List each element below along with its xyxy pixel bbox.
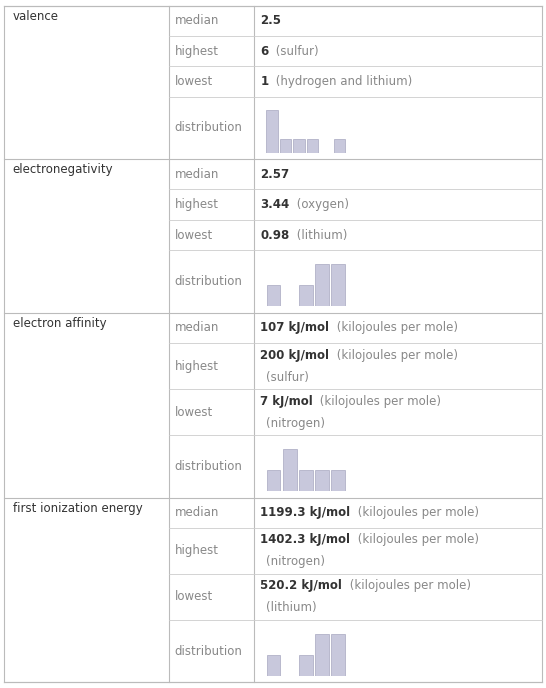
Text: (lithium): (lithium) — [293, 228, 347, 241]
Text: 107 kJ/mol: 107 kJ/mol — [260, 321, 329, 334]
Text: highest: highest — [175, 544, 219, 557]
Bar — [315, 634, 329, 676]
Text: 1: 1 — [260, 75, 269, 88]
Text: lowest: lowest — [175, 228, 213, 241]
Text: lowest: lowest — [175, 590, 213, 603]
Text: (kilojoules per mole): (kilojoules per mole) — [346, 579, 471, 592]
Text: (oxygen): (oxygen) — [293, 198, 349, 211]
Bar — [299, 655, 312, 676]
Text: 520.2 kJ/mol: 520.2 kJ/mol — [260, 579, 342, 592]
Text: distribution: distribution — [175, 645, 242, 658]
Text: median: median — [175, 168, 219, 181]
Text: (kilojoules per mole): (kilojoules per mole) — [354, 533, 479, 546]
Text: 2.5: 2.5 — [260, 14, 281, 28]
Text: (nitrogen): (nitrogen) — [266, 417, 325, 429]
Text: distribution: distribution — [175, 275, 242, 288]
Bar — [331, 634, 345, 676]
Bar — [299, 286, 312, 306]
Text: (hydrogen and lithium): (hydrogen and lithium) — [272, 75, 412, 88]
Text: (kilojoules per mole): (kilojoules per mole) — [317, 394, 442, 407]
Bar — [299, 470, 312, 491]
Text: median: median — [175, 14, 219, 28]
Text: (sulfur): (sulfur) — [266, 371, 309, 384]
Text: lowest: lowest — [175, 75, 213, 88]
Bar — [293, 139, 305, 153]
Text: highest: highest — [175, 198, 219, 211]
Bar — [315, 470, 329, 491]
Bar — [267, 286, 281, 306]
Bar — [307, 139, 318, 153]
Text: (nitrogen): (nitrogen) — [266, 555, 325, 568]
Text: 1199.3 kJ/mol: 1199.3 kJ/mol — [260, 506, 351, 519]
Bar — [283, 449, 296, 491]
Bar — [334, 139, 345, 153]
Text: highest: highest — [175, 360, 219, 373]
Bar — [266, 111, 278, 153]
Text: 6: 6 — [260, 45, 269, 58]
Text: electronegativity: electronegativity — [13, 163, 113, 176]
Text: distribution: distribution — [175, 460, 242, 473]
Text: 3.44: 3.44 — [260, 198, 290, 211]
Bar — [315, 264, 329, 306]
Text: first ionization energy: first ionization energy — [13, 502, 143, 515]
Bar — [267, 470, 281, 491]
Text: 1402.3 kJ/mol: 1402.3 kJ/mol — [260, 533, 351, 546]
Text: valence: valence — [13, 10, 58, 23]
Text: (kilojoules per mole): (kilojoules per mole) — [333, 321, 458, 334]
Text: (kilojoules per mole): (kilojoules per mole) — [333, 349, 458, 361]
Text: 200 kJ/mol: 200 kJ/mol — [260, 349, 329, 361]
Text: (lithium): (lithium) — [266, 601, 317, 614]
Text: median: median — [175, 506, 219, 519]
Text: (kilojoules per mole): (kilojoules per mole) — [354, 506, 479, 519]
Bar — [267, 655, 281, 676]
Bar — [331, 470, 345, 491]
Text: 2.57: 2.57 — [260, 168, 289, 181]
Text: median: median — [175, 321, 219, 334]
Text: highest: highest — [175, 45, 219, 58]
Text: distribution: distribution — [175, 121, 242, 134]
Text: 0.98: 0.98 — [260, 228, 290, 241]
Bar — [280, 139, 292, 153]
Text: 7 kJ/mol: 7 kJ/mol — [260, 394, 313, 407]
Text: (sulfur): (sulfur) — [272, 45, 319, 58]
Text: electron affinity: electron affinity — [13, 317, 106, 330]
Bar — [331, 264, 345, 306]
Text: lowest: lowest — [175, 405, 213, 418]
